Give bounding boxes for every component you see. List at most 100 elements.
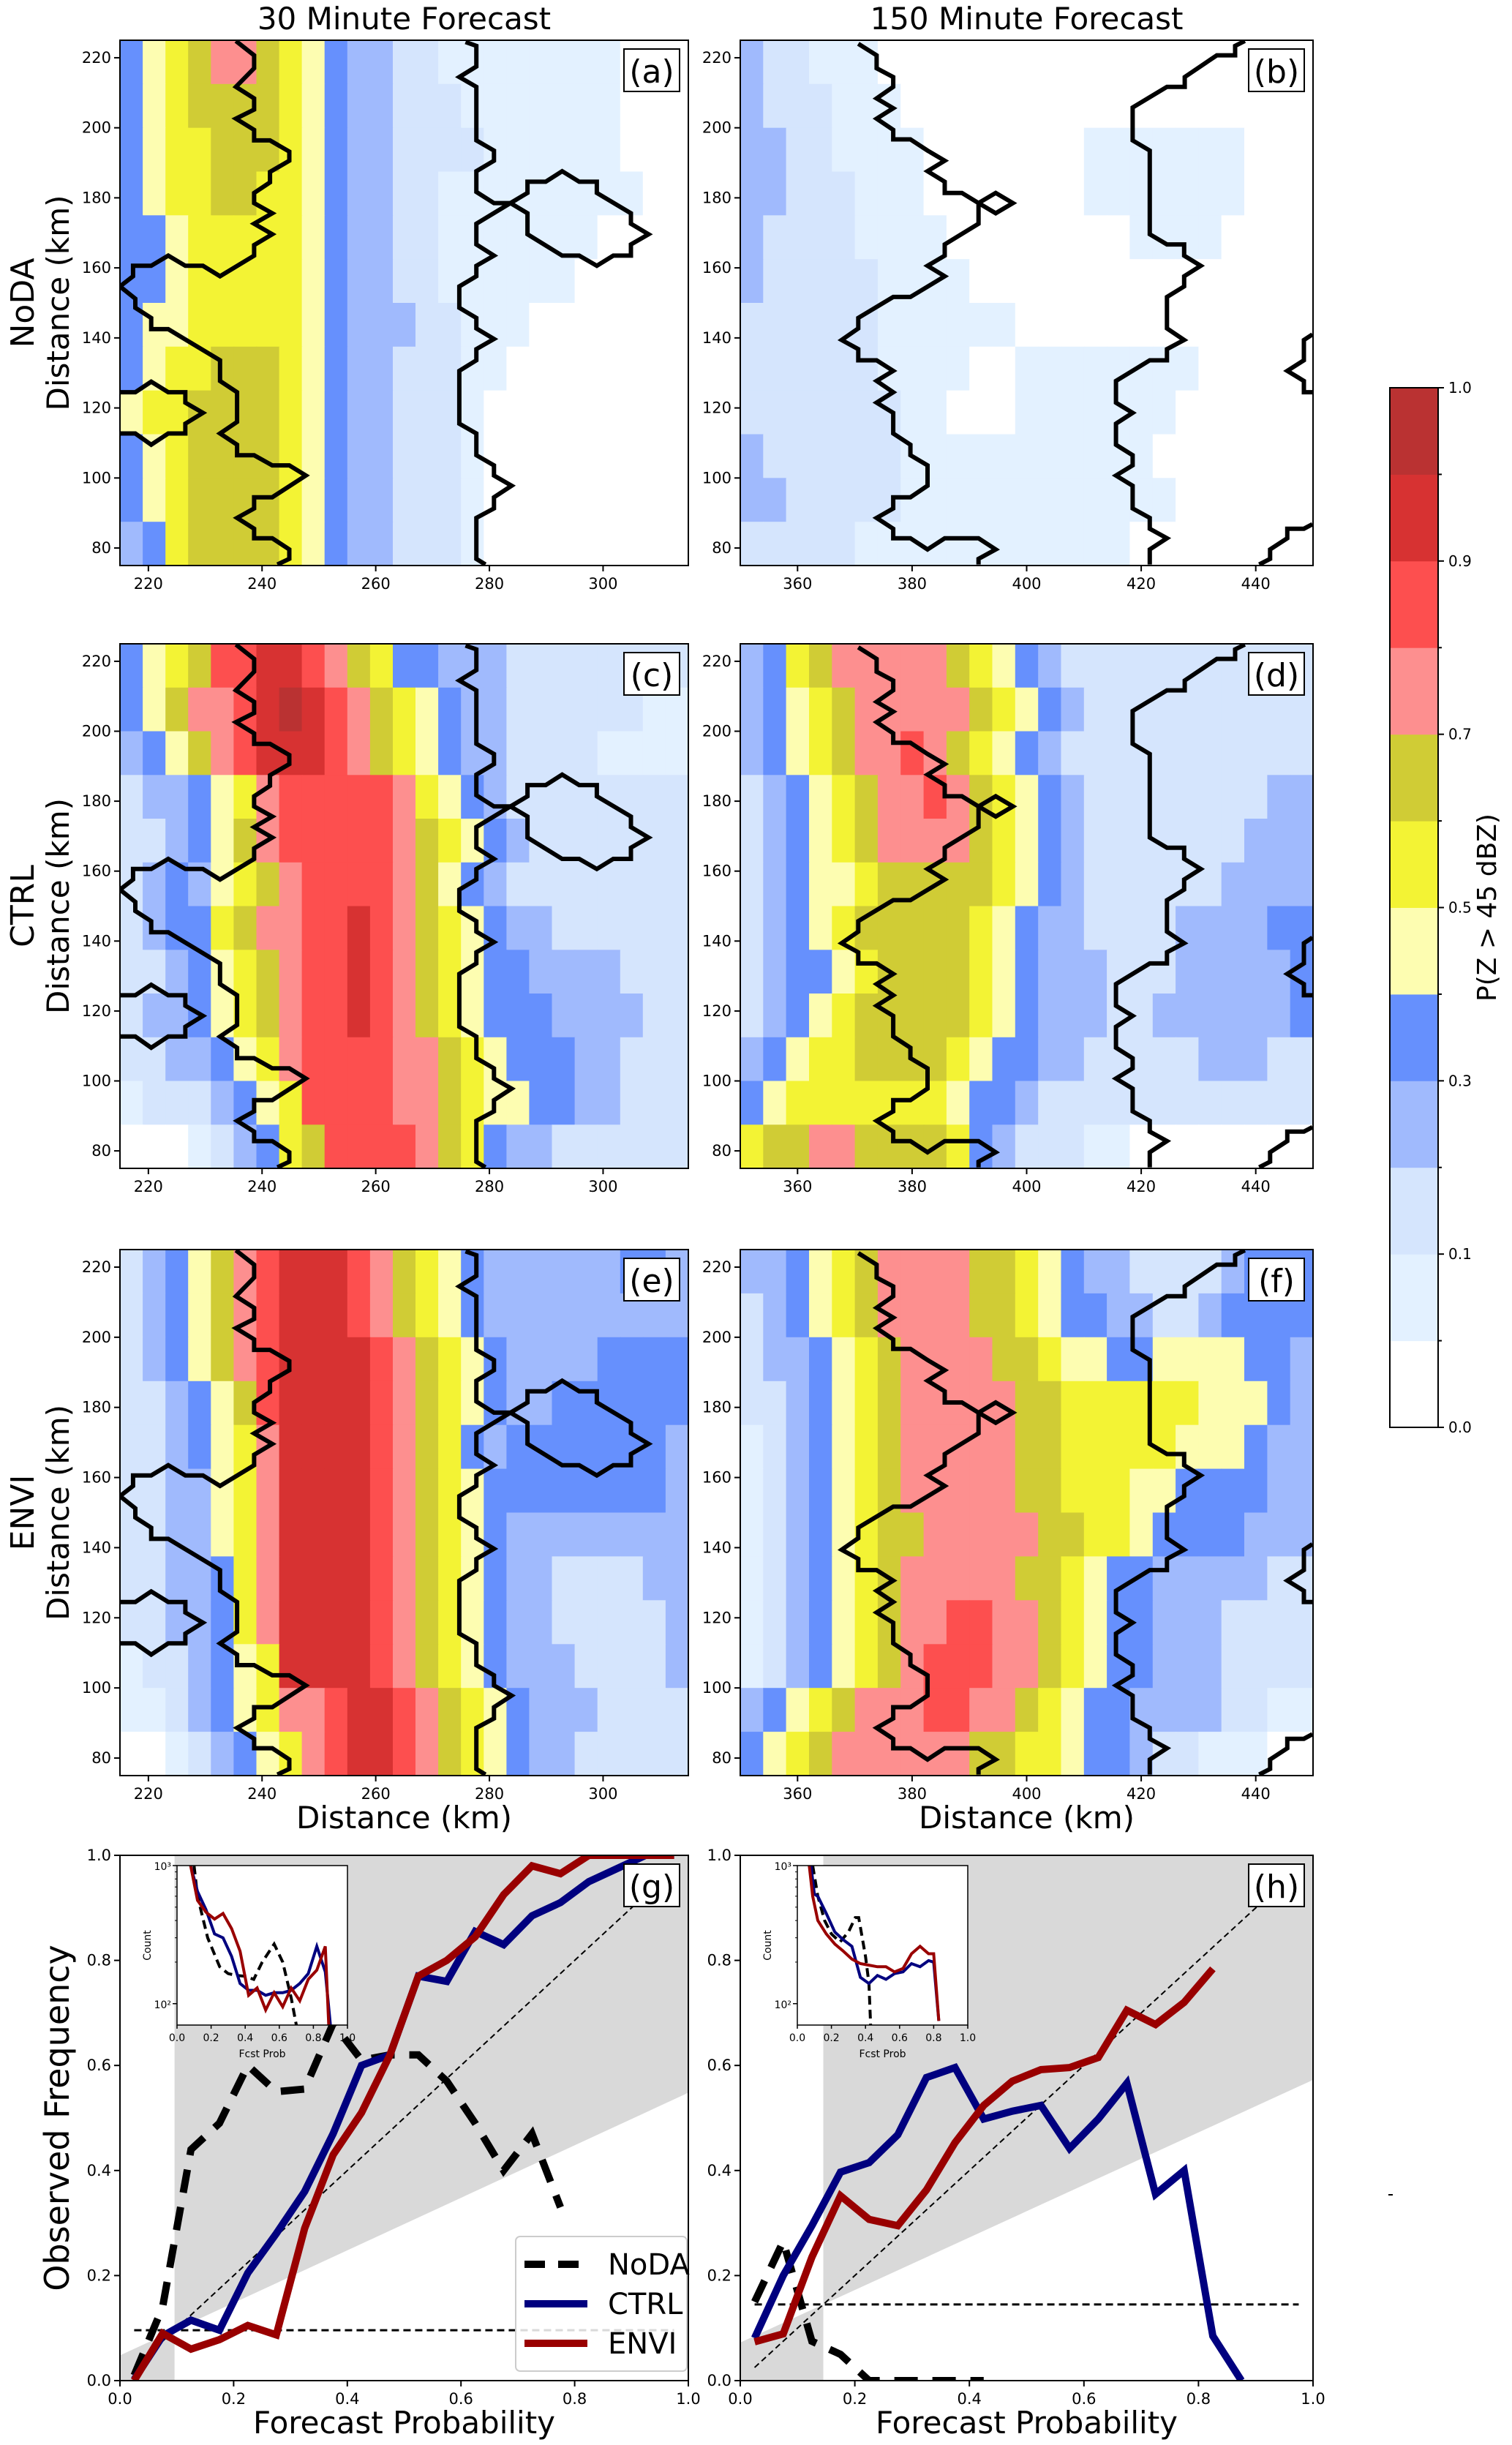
x-tick-label: 360 xyxy=(783,1178,812,1195)
heatmap-cell xyxy=(832,644,856,688)
heatmap-cell xyxy=(786,1732,810,1776)
heatmap-cell xyxy=(574,303,598,348)
heatmap-cell xyxy=(143,215,166,260)
heatmap-cell xyxy=(1038,259,1062,304)
heatmap-cell xyxy=(188,40,212,85)
inset-x-tick-label: 0.0 xyxy=(789,2032,805,2044)
heatmap-cell xyxy=(946,83,970,129)
heatmap-cell xyxy=(1267,1468,1291,1514)
heatmap-cell xyxy=(211,819,235,863)
heatmap-cell xyxy=(1176,83,1200,129)
heatmap-cell xyxy=(279,1250,303,1294)
heatmap-cell xyxy=(1290,775,1313,819)
heatmap-cell xyxy=(809,259,833,304)
x-tick-label: 400 xyxy=(1012,1785,1041,1803)
heatmap-cell xyxy=(1015,1381,1039,1426)
heatmap-cell xyxy=(301,950,326,994)
observed-contour xyxy=(837,42,1001,565)
heatmap-cell xyxy=(1083,390,1107,435)
heatmap-cell xyxy=(369,127,394,173)
heatmap-cell xyxy=(1129,303,1154,348)
heatmap-cell xyxy=(832,1293,856,1338)
heatmap-cell xyxy=(301,1337,326,1382)
heatmap-cell xyxy=(665,171,688,217)
heatmap-cell xyxy=(832,1381,856,1426)
colorbar-swatch xyxy=(1390,388,1438,475)
heatmap-cell xyxy=(809,687,833,732)
heatmap-cell xyxy=(642,994,666,1038)
heatmap-cell xyxy=(1198,478,1222,522)
heatmap-cell xyxy=(832,1124,856,1168)
heatmap-cell xyxy=(120,1124,143,1168)
heatmap-cell xyxy=(574,40,598,85)
heatmap-cell xyxy=(740,687,764,732)
heatmap-cell xyxy=(1267,1381,1291,1426)
heatmap-cell xyxy=(1176,171,1200,217)
heatmap-cell xyxy=(597,819,621,863)
heatmap-cell xyxy=(992,83,1016,129)
heatmap-cell xyxy=(1176,1468,1200,1514)
heatmap-cell xyxy=(946,303,970,348)
heatmap-cell xyxy=(143,906,166,950)
heatmap-cell xyxy=(1107,1512,1131,1558)
heatmap-cell xyxy=(642,1556,666,1601)
heatmap-cell xyxy=(506,40,530,85)
heatmap-cell xyxy=(1015,906,1039,950)
heatmap-cell xyxy=(786,1688,810,1732)
heatmap-cell xyxy=(415,390,439,435)
heatmap-cell xyxy=(809,40,833,85)
heatmap-cell xyxy=(120,994,143,1038)
heatmap-cell xyxy=(786,687,810,732)
heatmap-cell xyxy=(1221,1124,1245,1168)
heatmap-cell xyxy=(900,1337,925,1382)
heatmap-cell xyxy=(165,1250,189,1294)
heatmap-cell xyxy=(279,994,303,1038)
heatmap-cell xyxy=(1176,259,1200,304)
heatmap-cell xyxy=(1221,127,1245,173)
heatmap-cell xyxy=(763,1293,787,1338)
heatmap-cell xyxy=(832,950,856,994)
heatmap-cell xyxy=(369,303,394,348)
heatmap-cell xyxy=(642,1124,666,1168)
heatmap-cell xyxy=(1244,1381,1268,1426)
heatmap-cell xyxy=(256,83,280,129)
heatmap-cell xyxy=(506,346,530,391)
heatmap-cell xyxy=(369,1512,394,1558)
heatmap-cell xyxy=(854,687,879,732)
heatmap-cell xyxy=(763,215,787,260)
heatmap-cell xyxy=(900,171,925,217)
heatmap-cell xyxy=(393,1337,416,1382)
heatmap-cell xyxy=(597,1468,621,1514)
heatmap-cell xyxy=(120,1250,143,1294)
heatmap-cell xyxy=(188,644,212,688)
heatmap-cell xyxy=(1061,1732,1085,1776)
heatmap-cell xyxy=(1038,1124,1062,1168)
heatmap-cell xyxy=(620,1124,644,1168)
y-tick-label: 220 xyxy=(82,1258,111,1276)
heatmap-cell xyxy=(620,1688,644,1732)
heatmap-cell xyxy=(415,434,439,479)
heatmap-cell xyxy=(369,1688,394,1732)
heatmap-cell xyxy=(211,478,235,522)
heatmap-cell xyxy=(642,1732,666,1776)
heatmap-cell xyxy=(574,1732,598,1776)
heatmap-cell xyxy=(1198,731,1222,775)
heatmap-cell xyxy=(665,346,688,391)
heatmap-cell xyxy=(552,687,576,732)
heatmap-cell xyxy=(301,259,326,304)
heatmap-cell xyxy=(279,83,303,129)
observed-contour xyxy=(120,1588,208,1658)
series-line-envi xyxy=(131,1855,674,2381)
heatmap-cell xyxy=(574,687,598,732)
heatmap-cell xyxy=(1290,1512,1313,1558)
heatmap-cell xyxy=(529,1250,553,1294)
heatmap-cell xyxy=(1107,1293,1131,1338)
heatmap-cell xyxy=(1015,478,1039,522)
heatmap-cell xyxy=(1267,1424,1291,1470)
heatmap-cell xyxy=(393,1732,416,1776)
heatmap-cell xyxy=(1221,906,1245,950)
heatmap-cell xyxy=(506,127,530,173)
series-line-ctrl xyxy=(751,2062,1245,2381)
heatmap-cell xyxy=(393,775,416,819)
heatmap-cell xyxy=(1015,1688,1039,1732)
